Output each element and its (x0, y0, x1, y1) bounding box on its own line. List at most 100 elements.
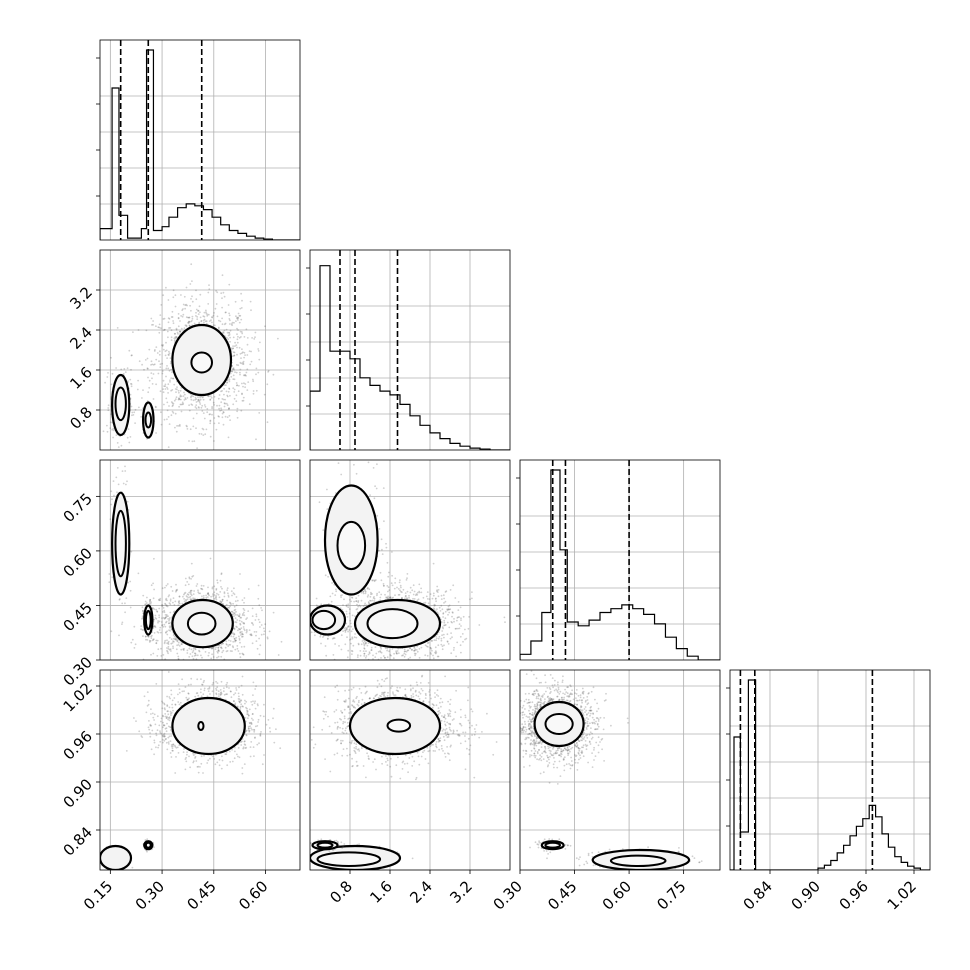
scatter-point (163, 418, 166, 421)
scatter-point (363, 643, 366, 646)
scatter-point (379, 646, 382, 649)
scatter-point (228, 377, 230, 379)
scatter-point (174, 398, 177, 401)
scatter-point (226, 643, 228, 646)
scatter-point (191, 651, 194, 654)
scatter-point (378, 591, 381, 594)
scatter-point (232, 345, 235, 347)
scatter-point (232, 640, 235, 643)
scatter-point (242, 360, 245, 363)
scatter-point (230, 590, 233, 593)
scatter-point (236, 333, 238, 336)
scatter-point (257, 371, 260, 374)
scatter-point (194, 399, 197, 401)
scatter-point (222, 411, 225, 414)
scatter-point (260, 633, 263, 636)
scatter-point (205, 320, 208, 322)
scatter-point (429, 652, 432, 654)
scatter-point (268, 630, 271, 633)
scatter-point (244, 386, 247, 389)
scatter-point (211, 413, 213, 416)
scatter-point (169, 617, 171, 619)
scatter-point (224, 646, 227, 649)
scatter-point (154, 625, 156, 628)
scatter-point (234, 608, 237, 611)
scatter-point (427, 646, 429, 648)
scatter-point (372, 658, 374, 660)
scatter-point (173, 332, 176, 335)
scatter-point (457, 627, 459, 630)
scatter-point (361, 640, 364, 642)
scatter-point (170, 650, 172, 652)
scatter-point (173, 610, 176, 613)
scatter-point (234, 640, 236, 643)
scatter-point (241, 652, 244, 655)
scatter-point (141, 629, 144, 631)
scatter-point (156, 352, 159, 354)
scatter-point (236, 317, 239, 320)
scatter-point (430, 653, 432, 655)
scatter-point (231, 321, 234, 324)
scatter-point (387, 590, 389, 593)
scatter-point (396, 650, 399, 652)
scatter-point (150, 317, 153, 320)
scatter-point (152, 638, 155, 641)
scatter-point (216, 315, 219, 318)
scatter-point (252, 380, 255, 383)
scatter-point (442, 633, 445, 636)
scatter-point (242, 361, 244, 364)
scatter-point (220, 643, 223, 646)
scatter-point (208, 284, 210, 286)
scatter-point (188, 404, 191, 407)
hist-clip-group (730, 679, 930, 870)
scatter-point (436, 585, 439, 588)
scatter-point (242, 626, 245, 628)
scatter-point (478, 624, 481, 626)
scatter-point (412, 593, 415, 596)
scatter-point (131, 411, 134, 414)
scatter-point (233, 638, 236, 640)
scatter-point (372, 597, 375, 599)
scatter-point (403, 650, 406, 653)
scatter-point (418, 583, 421, 586)
scatter-point (130, 641, 133, 644)
scatter-point (125, 597, 128, 599)
scatter-point (426, 598, 429, 600)
scatter-point (453, 620, 455, 623)
scatter-point (129, 606, 132, 609)
scatter-point (177, 398, 180, 401)
scatter-point (167, 595, 170, 598)
scatter-point (343, 598, 345, 601)
scatter-point (348, 612, 351, 615)
scatter-point (168, 318, 171, 320)
scatter-point (424, 644, 427, 647)
scatter-point (450, 632, 452, 634)
scatter-point (163, 385, 166, 387)
scatter-point (212, 656, 215, 658)
scatter-point (203, 318, 206, 321)
scatter-point (193, 654, 196, 657)
scatter-point (165, 616, 167, 619)
scatter-point (197, 589, 199, 592)
scatter-point (216, 579, 219, 582)
scatter-point (210, 319, 212, 321)
scatter-point (218, 404, 221, 407)
scatter-point (178, 423, 181, 426)
scatter-point (230, 635, 233, 638)
scatter-point (186, 649, 189, 652)
scatter-point (379, 599, 381, 602)
scatter-point (144, 600, 147, 603)
scatter-clip-group (102, 263, 279, 449)
scatter-point (172, 322, 175, 325)
scatter-point (239, 632, 242, 634)
scatter-point (170, 628, 173, 631)
scatter-point (446, 621, 449, 624)
scatter-point (160, 621, 163, 623)
scatter-point (204, 320, 207, 323)
scatter-point (132, 414, 135, 416)
contour-inner (186, 611, 217, 636)
scatter-point (126, 500, 129, 503)
scatter-point (210, 395, 212, 398)
scatter-point (140, 628, 143, 631)
scatter-point (403, 655, 406, 658)
